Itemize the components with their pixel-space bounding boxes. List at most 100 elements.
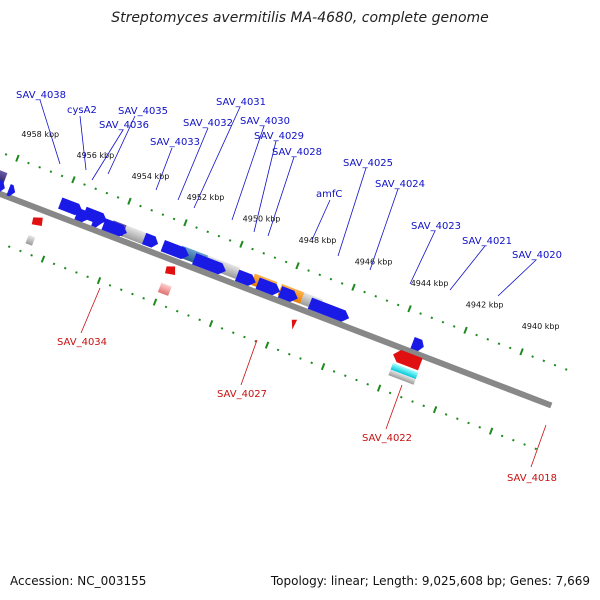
minor-tick xyxy=(478,426,482,429)
major-tick xyxy=(376,384,382,392)
minor-tick xyxy=(86,275,89,279)
accession-text: Accession: NC_003155 xyxy=(10,574,147,588)
minor-tick xyxy=(512,438,515,442)
gene-arrow xyxy=(160,240,189,260)
minor-tick xyxy=(49,170,53,173)
minor-tick xyxy=(206,230,210,234)
gene-arrow xyxy=(6,184,16,197)
minor-tick xyxy=(486,338,490,341)
kbp-label: 4948 kbp xyxy=(299,236,337,245)
major-tick xyxy=(320,363,326,371)
gene-arrow xyxy=(58,197,83,216)
gene-box-grey xyxy=(25,234,36,246)
minor-tick xyxy=(161,213,165,216)
gene-label-sav-4027: SAV_4027 xyxy=(217,389,267,400)
kbp-label: 4954 kbp xyxy=(132,172,170,181)
major-tick xyxy=(183,219,188,227)
gene-arrow-red xyxy=(291,319,298,330)
minor-tick xyxy=(198,318,201,322)
minor-tick xyxy=(228,239,232,242)
major-tick xyxy=(96,276,102,285)
gene-box-cyan xyxy=(390,362,419,380)
minor-tick xyxy=(467,421,470,425)
major-tick xyxy=(432,406,438,414)
minor-tick xyxy=(27,161,30,165)
minor-tick xyxy=(553,363,557,367)
major-tick xyxy=(351,283,356,291)
minor-tick xyxy=(355,378,358,382)
minor-tick xyxy=(231,331,235,334)
minor-tick xyxy=(430,316,434,320)
minor-tick xyxy=(363,290,366,294)
minor-tick xyxy=(500,434,504,438)
gene-label-sav-4031: SAV_4031 xyxy=(216,97,266,108)
major-tick xyxy=(40,255,46,263)
minor-tick xyxy=(366,383,369,386)
genome-summary-text: Topology: linear; Length: 9,025,608 bp; … xyxy=(270,574,590,588)
gene-arrow-red xyxy=(393,350,423,371)
gene-arrow xyxy=(192,253,226,275)
minor-tick xyxy=(262,252,266,255)
major-tick xyxy=(407,305,412,313)
minor-tick xyxy=(299,357,302,360)
gene-label-sav-4022: SAV_4022 xyxy=(362,433,412,444)
kbp-label: 4950 kbp xyxy=(243,215,281,224)
minor-tick xyxy=(542,359,546,363)
minor-tick xyxy=(444,413,448,416)
gene-label-sav-4034: SAV_4034 xyxy=(57,337,107,348)
gene-label-sav-4029: SAV_4029 xyxy=(254,131,304,142)
minor-tick xyxy=(284,260,288,264)
label-leader-lines-above xyxy=(39,99,537,297)
minor-tick xyxy=(220,327,224,330)
gene-arrow xyxy=(0,179,5,193)
gene-arrow xyxy=(91,214,102,228)
gene-label-sav-4032: SAV_4032 xyxy=(183,118,233,129)
gene-box-grey xyxy=(388,369,416,385)
minor-tick xyxy=(396,303,400,307)
gene-label-sav-4036: SAV_4036 xyxy=(99,120,149,131)
gene-label-sav-4024: SAV_4024 xyxy=(375,179,425,190)
minor-tick xyxy=(564,368,568,371)
minor-tick xyxy=(456,417,459,420)
gene-label-amfc: amfC xyxy=(316,189,342,200)
page-title: Streptomyces avermitilis MA-4680, comple… xyxy=(111,10,489,26)
minor-tick xyxy=(385,299,389,302)
minor-tick xyxy=(116,196,120,199)
gene-arrow-red xyxy=(31,217,43,226)
major-tick xyxy=(152,298,158,306)
minor-tick xyxy=(108,284,112,287)
gene-arrow xyxy=(234,269,256,286)
gene-label-sav-4038: SAV_4038 xyxy=(16,90,66,101)
kbp-labels: 4958 kbp 4956 kbp 4954 kbp 4952 kbp 4950… xyxy=(21,130,560,331)
minor-tick xyxy=(318,273,322,277)
gene-box-navy xyxy=(0,163,8,185)
minor-tick xyxy=(187,314,190,317)
kbp-label: 4958 kbp xyxy=(21,130,59,139)
minor-tick xyxy=(131,292,134,296)
minor-tick xyxy=(497,342,501,345)
minor-tick xyxy=(243,335,246,339)
gene-label-sav-4023: SAV_4023 xyxy=(411,221,461,232)
minor-tick xyxy=(310,361,313,365)
minor-tick xyxy=(75,271,78,274)
kbp-label: 4952 kbp xyxy=(187,193,225,202)
minor-tick xyxy=(452,325,456,328)
minor-tick xyxy=(388,391,392,395)
minor-tick xyxy=(52,262,56,266)
minor-tick xyxy=(19,249,22,253)
gene-arrow xyxy=(255,277,281,296)
labels-above: SAV_4038 cysA2 SAV_4035 SAV_4036 SAV_403… xyxy=(16,90,562,261)
major-tick xyxy=(239,240,244,248)
minor-tick xyxy=(4,153,8,156)
kbp-label: 4940 kbp xyxy=(522,322,560,331)
minor-tick xyxy=(38,166,41,169)
minor-tick xyxy=(175,309,179,313)
gene-label-cysa2: cysA2 xyxy=(67,105,97,116)
label-leader-lines-below xyxy=(80,287,547,468)
minor-tick xyxy=(475,333,478,337)
major-tick xyxy=(264,341,270,349)
minor-tick xyxy=(273,256,277,259)
minor-tick xyxy=(195,226,198,229)
kbp-label: 4944 kbp xyxy=(411,279,449,288)
labels-below: SAV_4034 SAV_4027 SAV_4022 SAV_4018 xyxy=(57,337,557,484)
